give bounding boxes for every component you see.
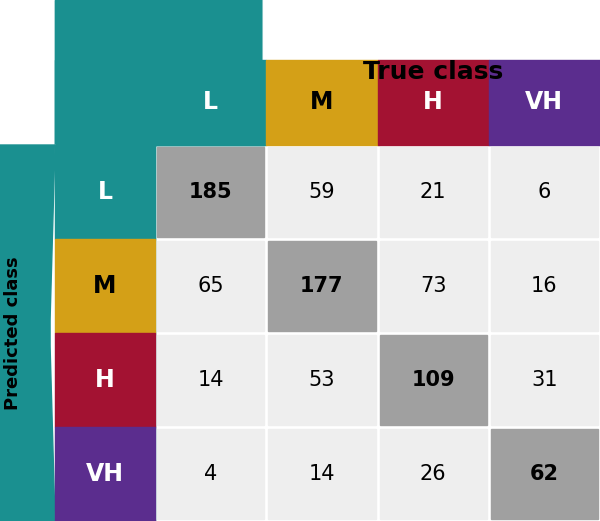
- Bar: [268, 429, 376, 519]
- Bar: [266, 60, 377, 145]
- Bar: [380, 429, 487, 519]
- Bar: [55, 333, 155, 427]
- Bar: [268, 335, 376, 425]
- Text: 177: 177: [300, 276, 344, 296]
- Bar: [491, 147, 598, 237]
- Text: H: H: [95, 368, 115, 392]
- Polygon shape: [0, 145, 55, 521]
- Bar: [380, 241, 487, 331]
- Text: 185: 185: [189, 182, 232, 202]
- Text: 21: 21: [420, 182, 446, 202]
- Text: 14: 14: [308, 464, 335, 484]
- Text: 62: 62: [530, 464, 559, 484]
- Bar: [55, 145, 155, 239]
- Bar: [268, 241, 376, 331]
- Bar: [380, 147, 487, 237]
- Text: 31: 31: [531, 370, 557, 390]
- Text: M: M: [310, 91, 334, 115]
- Text: 65: 65: [197, 276, 224, 296]
- Bar: [268, 147, 376, 237]
- Bar: [377, 60, 489, 145]
- Text: 26: 26: [420, 464, 446, 484]
- Text: H: H: [423, 91, 443, 115]
- Bar: [155, 60, 266, 145]
- Text: True class: True class: [363, 60, 503, 84]
- Text: M: M: [94, 274, 116, 298]
- Text: 59: 59: [308, 182, 335, 202]
- Text: 16: 16: [531, 276, 557, 296]
- Bar: [491, 429, 598, 519]
- Bar: [491, 241, 598, 331]
- Bar: [157, 335, 264, 425]
- Text: 109: 109: [412, 370, 455, 390]
- Text: L: L: [97, 180, 113, 204]
- Text: L: L: [203, 91, 218, 115]
- Bar: [157, 147, 264, 237]
- Bar: [157, 241, 264, 331]
- Text: 14: 14: [197, 370, 224, 390]
- Text: VH: VH: [526, 91, 563, 115]
- Text: 73: 73: [420, 276, 446, 296]
- FancyBboxPatch shape: [263, 0, 600, 148]
- Bar: [55, 427, 155, 521]
- Bar: [489, 60, 600, 145]
- Bar: [55, 239, 155, 333]
- Text: Predicted class: Predicted class: [4, 256, 22, 410]
- Bar: [157, 429, 264, 519]
- Text: 6: 6: [538, 182, 551, 202]
- Bar: [491, 335, 598, 425]
- Text: VH: VH: [86, 462, 124, 486]
- Bar: [380, 335, 487, 425]
- Text: 4: 4: [204, 464, 217, 484]
- Text: 53: 53: [308, 370, 335, 390]
